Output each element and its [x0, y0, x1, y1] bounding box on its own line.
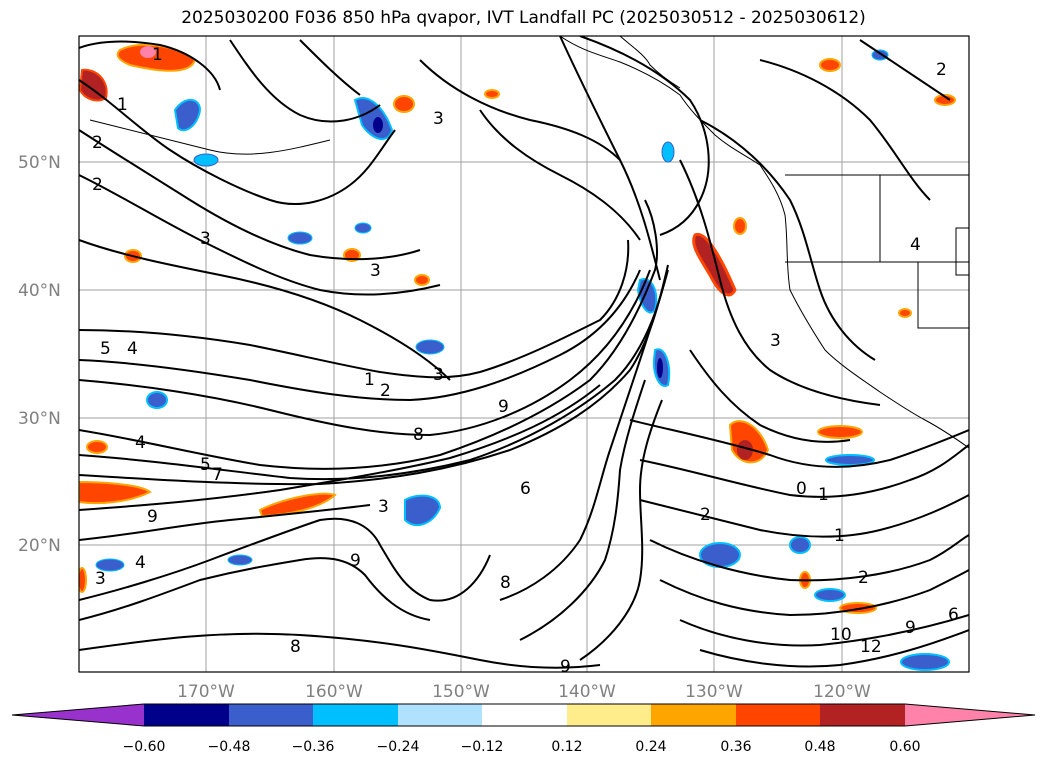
contour-label: 9 [147, 507, 158, 527]
contour-label: 4 [135, 433, 146, 453]
colorbar-tick-label: −0.36 [292, 739, 335, 755]
contour-label: 2 [858, 568, 869, 588]
map-frame [78, 35, 970, 673]
contour-label: 8 [413, 425, 424, 445]
contour-label: 7 [212, 465, 223, 485]
colorbar-segment [144, 704, 229, 726]
lon-tick-label: 160°W [305, 682, 363, 702]
contour-label: 1 [818, 485, 829, 505]
colorbar-segment [567, 704, 651, 726]
contour-label: 4 [135, 553, 146, 573]
contour-label: 10 [830, 625, 852, 645]
lat-tick-label: 50°N [18, 153, 61, 173]
contour-label: 2 [380, 381, 391, 401]
contour-label: 5 [200, 455, 211, 475]
colorbar-segment [398, 704, 482, 726]
map-background [79, 36, 969, 672]
contour-label: 3 [770, 331, 781, 351]
colorbar-segment [313, 704, 398, 726]
contour-label: 3 [433, 365, 444, 385]
map-layers: 1 2 2 3 3 1 2 3 5 4 5 7 9 8 3 9 9 8 6 0 … [79, 36, 969, 677]
contour-label: 9 [350, 551, 361, 571]
contour-label: 3 [433, 109, 444, 129]
contour-label: 3 [370, 261, 381, 281]
contour-label: 2 [936, 60, 947, 80]
contour-label: 9 [560, 657, 571, 677]
lon-tick-label: 130°W [685, 682, 743, 702]
colorbar-ticks: −0.60 −0.48 −0.36 −0.24 −0.12 0.12 0.24 … [123, 739, 921, 755]
contour-label: 5 [100, 339, 111, 359]
colorbar-outline [11, 703, 1036, 727]
colorbar-tick-label: −0.48 [208, 739, 251, 755]
contour-label: 1 [364, 370, 375, 390]
colorbar-segment [482, 704, 567, 726]
colorbar: −0.60 −0.48 −0.36 −0.24 −0.12 0.12 0.24 … [11, 703, 1036, 755]
colorbar-tick-label: 0.24 [635, 739, 666, 755]
contour-label: 12 [860, 637, 882, 657]
colorbar-tick-label: −0.60 [123, 739, 166, 755]
colorbar-extend-high [905, 704, 1035, 726]
contour-label: 9 [498, 397, 509, 417]
contour-label: 8 [500, 573, 511, 593]
contour-label: 4 [910, 235, 921, 255]
contour-label: 3 [95, 569, 106, 589]
contour-label: 0 [796, 479, 807, 499]
lat-tick-label: 40°N [18, 281, 61, 301]
ivt-contours [79, 36, 969, 669]
contour-label: 3 [200, 229, 211, 249]
contour-label: 9 [905, 618, 916, 638]
contour-label: 1 [152, 45, 163, 65]
colorbar-tick-label: 0.48 [804, 739, 835, 755]
qvapor-fill [79, 43, 956, 671]
lon-tick-label: 120°W [813, 682, 871, 702]
colorbar-tick-label: −0.24 [377, 739, 420, 755]
lat-tick-label: 20°N [18, 536, 61, 556]
colorbar-tick-label: 0.36 [720, 739, 751, 755]
lon-axis: 170°W 160°W 150°W 140°W 130°W 120°W [177, 682, 871, 702]
contour-labels: 1 2 2 3 3 1 2 3 5 4 5 7 9 8 3 9 9 8 6 0 … [92, 45, 959, 677]
colorbar-tick-label: 0.12 [551, 739, 582, 755]
lon-tick-label: 150°W [432, 682, 490, 702]
lon-tick-label: 170°W [177, 682, 235, 702]
contour-label: 2 [700, 505, 711, 525]
contour-label: 4 [127, 339, 138, 359]
colorbar-extend-low [12, 704, 144, 726]
contour-label: 2 [92, 175, 103, 195]
lon-tick-label: 140°W [558, 682, 616, 702]
lat-tick-label: 30°N [18, 409, 61, 429]
colorbar-segment [820, 704, 905, 726]
contour-label: 2 [92, 133, 103, 153]
colorbar-segment [229, 704, 313, 726]
contour-label: 8 [290, 637, 301, 657]
colorbar-segment [651, 704, 736, 726]
contour-label: 6 [520, 479, 531, 499]
contour-label: 1 [834, 526, 845, 546]
lat-axis: 20°N 30°N 40°N 50°N [18, 153, 61, 556]
colorbar-segment [736, 704, 820, 726]
contour-label: 6 [948, 605, 959, 625]
map-title: 2025030200 F036 850 hPa qvapor, IVT Land… [181, 8, 866, 28]
contour-label: 3 [378, 497, 389, 517]
colorbar-tick-label: 0.60 [889, 739, 920, 755]
contour-label: 1 [117, 95, 128, 115]
colorbar-tick-label: −0.12 [461, 739, 504, 755]
